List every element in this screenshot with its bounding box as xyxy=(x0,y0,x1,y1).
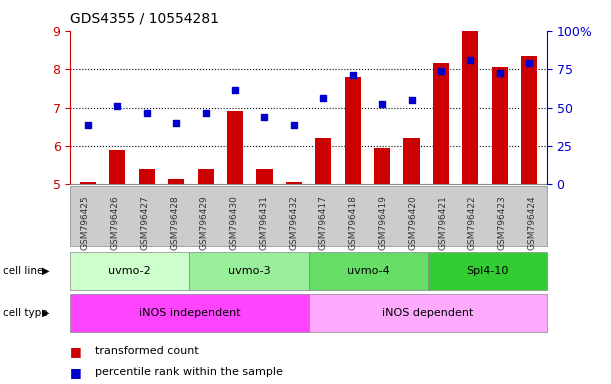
Text: GSM796430: GSM796430 xyxy=(230,195,238,250)
Point xyxy=(348,72,357,78)
Text: GSM796425: GSM796425 xyxy=(81,195,90,250)
Bar xyxy=(374,148,390,184)
Text: GSM796419: GSM796419 xyxy=(379,195,387,250)
Text: GSM796422: GSM796422 xyxy=(468,195,477,250)
Bar xyxy=(168,179,185,184)
Point xyxy=(495,70,505,76)
Text: ▶: ▶ xyxy=(42,266,49,276)
Bar xyxy=(286,182,302,184)
Point xyxy=(289,122,299,128)
Bar xyxy=(80,182,96,184)
Text: GSM796426: GSM796426 xyxy=(111,195,119,250)
Bar xyxy=(315,138,331,184)
Text: ▶: ▶ xyxy=(42,308,49,318)
Point xyxy=(260,114,269,120)
Text: transformed count: transformed count xyxy=(95,346,199,356)
Point xyxy=(377,101,387,107)
Text: ■: ■ xyxy=(70,345,82,358)
Text: GSM796423: GSM796423 xyxy=(498,195,507,250)
Text: GSM796432: GSM796432 xyxy=(289,195,298,250)
Bar xyxy=(197,169,214,184)
Text: GSM796431: GSM796431 xyxy=(260,195,268,250)
Bar xyxy=(492,67,508,184)
Point xyxy=(230,87,240,93)
Bar xyxy=(227,111,243,184)
Point xyxy=(112,103,122,109)
Text: GSM796420: GSM796420 xyxy=(408,195,417,250)
Text: uvmo-4: uvmo-4 xyxy=(347,266,389,276)
Text: cell line: cell line xyxy=(3,266,43,276)
Text: iNOS independent: iNOS independent xyxy=(139,308,240,318)
Point xyxy=(142,110,152,116)
Point xyxy=(318,95,328,101)
Text: iNOS dependent: iNOS dependent xyxy=(382,308,474,318)
Point xyxy=(524,60,534,66)
Text: cell type: cell type xyxy=(3,308,48,318)
Point xyxy=(83,122,93,128)
Bar xyxy=(521,56,537,184)
Text: GSM796417: GSM796417 xyxy=(319,195,328,250)
Bar xyxy=(109,150,125,184)
Text: GSM796428: GSM796428 xyxy=(170,195,179,250)
Bar xyxy=(257,169,273,184)
Point xyxy=(466,56,475,63)
Text: uvmo-2: uvmo-2 xyxy=(109,266,151,276)
Text: GDS4355 / 10554281: GDS4355 / 10554281 xyxy=(70,12,219,25)
Text: GSM796421: GSM796421 xyxy=(438,195,447,250)
Point xyxy=(171,120,181,126)
Text: GSM796429: GSM796429 xyxy=(200,195,209,250)
Point xyxy=(200,110,210,116)
Text: Spl4-10: Spl4-10 xyxy=(466,266,508,276)
Bar xyxy=(403,138,420,184)
Text: percentile rank within the sample: percentile rank within the sample xyxy=(95,367,282,377)
Bar xyxy=(433,63,449,184)
Text: ■: ■ xyxy=(70,366,82,379)
Bar xyxy=(139,169,155,184)
Point xyxy=(436,68,446,74)
Text: uvmo-3: uvmo-3 xyxy=(228,266,270,276)
Point xyxy=(407,97,417,103)
Text: GSM796427: GSM796427 xyxy=(141,195,149,250)
Bar xyxy=(463,31,478,184)
Bar xyxy=(345,77,360,184)
Text: GSM796424: GSM796424 xyxy=(527,195,536,250)
Text: GSM796418: GSM796418 xyxy=(349,195,357,250)
